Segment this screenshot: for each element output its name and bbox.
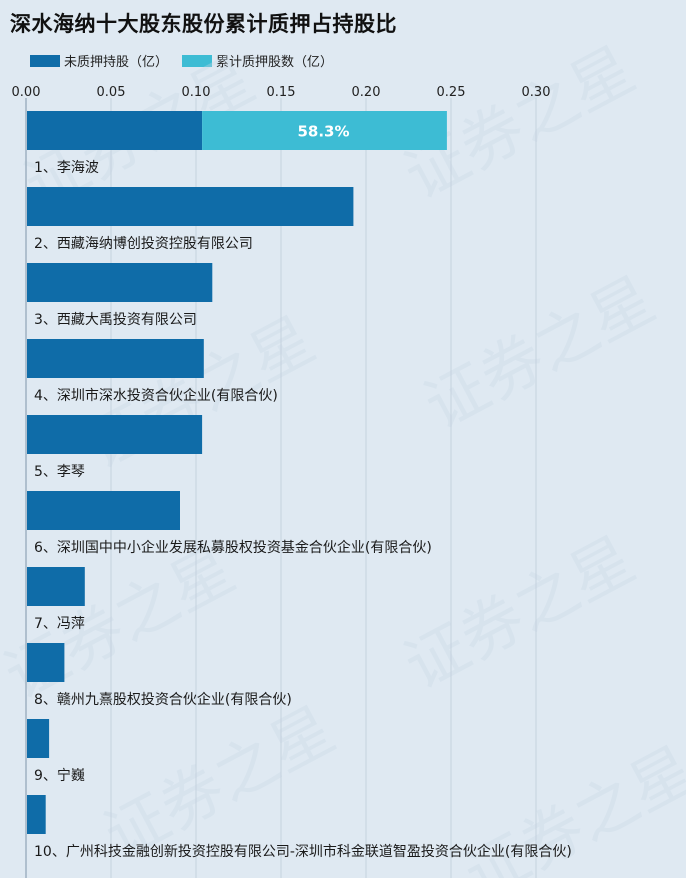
category-label: 7、冯萍	[34, 616, 85, 632]
bar-unpledged	[27, 719, 50, 758]
x-tick-label: 0.05	[97, 85, 126, 100]
bar-unpledged	[27, 795, 46, 834]
bar-unpledged	[27, 643, 65, 682]
legend: 未质押持股（亿） 累计质押股数（亿）	[30, 51, 347, 70]
legend-swatch-unpledged	[30, 54, 60, 67]
legend-swatch-pledged	[182, 54, 213, 67]
legend-item-pledged: 累计质押股数（亿）	[182, 51, 333, 70]
x-tick-label: 0.30	[522, 85, 551, 100]
category-label: 5、李琴	[34, 464, 85, 480]
x-tick-label: 0.00	[12, 85, 41, 100]
category-label: 1、李海波	[34, 160, 99, 176]
bar-unpledged	[27, 187, 354, 226]
x-tick-label: 0.20	[352, 85, 381, 100]
legend-item-unpledged: 未质押持股（亿）	[30, 51, 168, 70]
bar-unpledged	[27, 263, 213, 302]
bar-unpledged	[27, 567, 85, 606]
x-tick-label: 0.10	[182, 85, 211, 100]
category-label: 4、深圳市深水投资合伙企业(有限合伙)	[34, 387, 278, 404]
legend-label-pledged: 累计质押股数（亿）	[216, 55, 334, 70]
pledge-ratio-label: 58.3%	[297, 123, 349, 141]
x-tick-label: 0.25	[437, 85, 466, 100]
category-label: 2、西藏海纳博创投资控股有限公司	[34, 235, 253, 252]
category-label: 6、深圳国中中小企业发展私募股权投资基金合伙企业(有限合伙)	[34, 539, 432, 556]
x-tick-label: 0.15	[267, 85, 296, 100]
bar-unpledged	[27, 415, 203, 454]
chart-title: 深水海纳十大股东股份累计质押占持股比	[10, 12, 397, 36]
category-label: 10、广州科技金融创新投资控股有限公司-深圳市科金联道智盈投资合伙企业(有限合伙…	[34, 843, 572, 860]
category-label: 8、赣州九熹股权投资合伙企业(有限合伙)	[34, 691, 292, 708]
bar-unpledged	[27, 111, 203, 150]
category-label: 9、宁巍	[34, 767, 85, 784]
bar-unpledged	[27, 491, 180, 530]
bar-unpledged	[27, 339, 204, 378]
bar-pledged	[202, 111, 447, 150]
legend-label-unpledged: 未质押持股（亿）	[64, 55, 169, 70]
category-label: 3、西藏大禹投资有限公司	[34, 312, 197, 328]
